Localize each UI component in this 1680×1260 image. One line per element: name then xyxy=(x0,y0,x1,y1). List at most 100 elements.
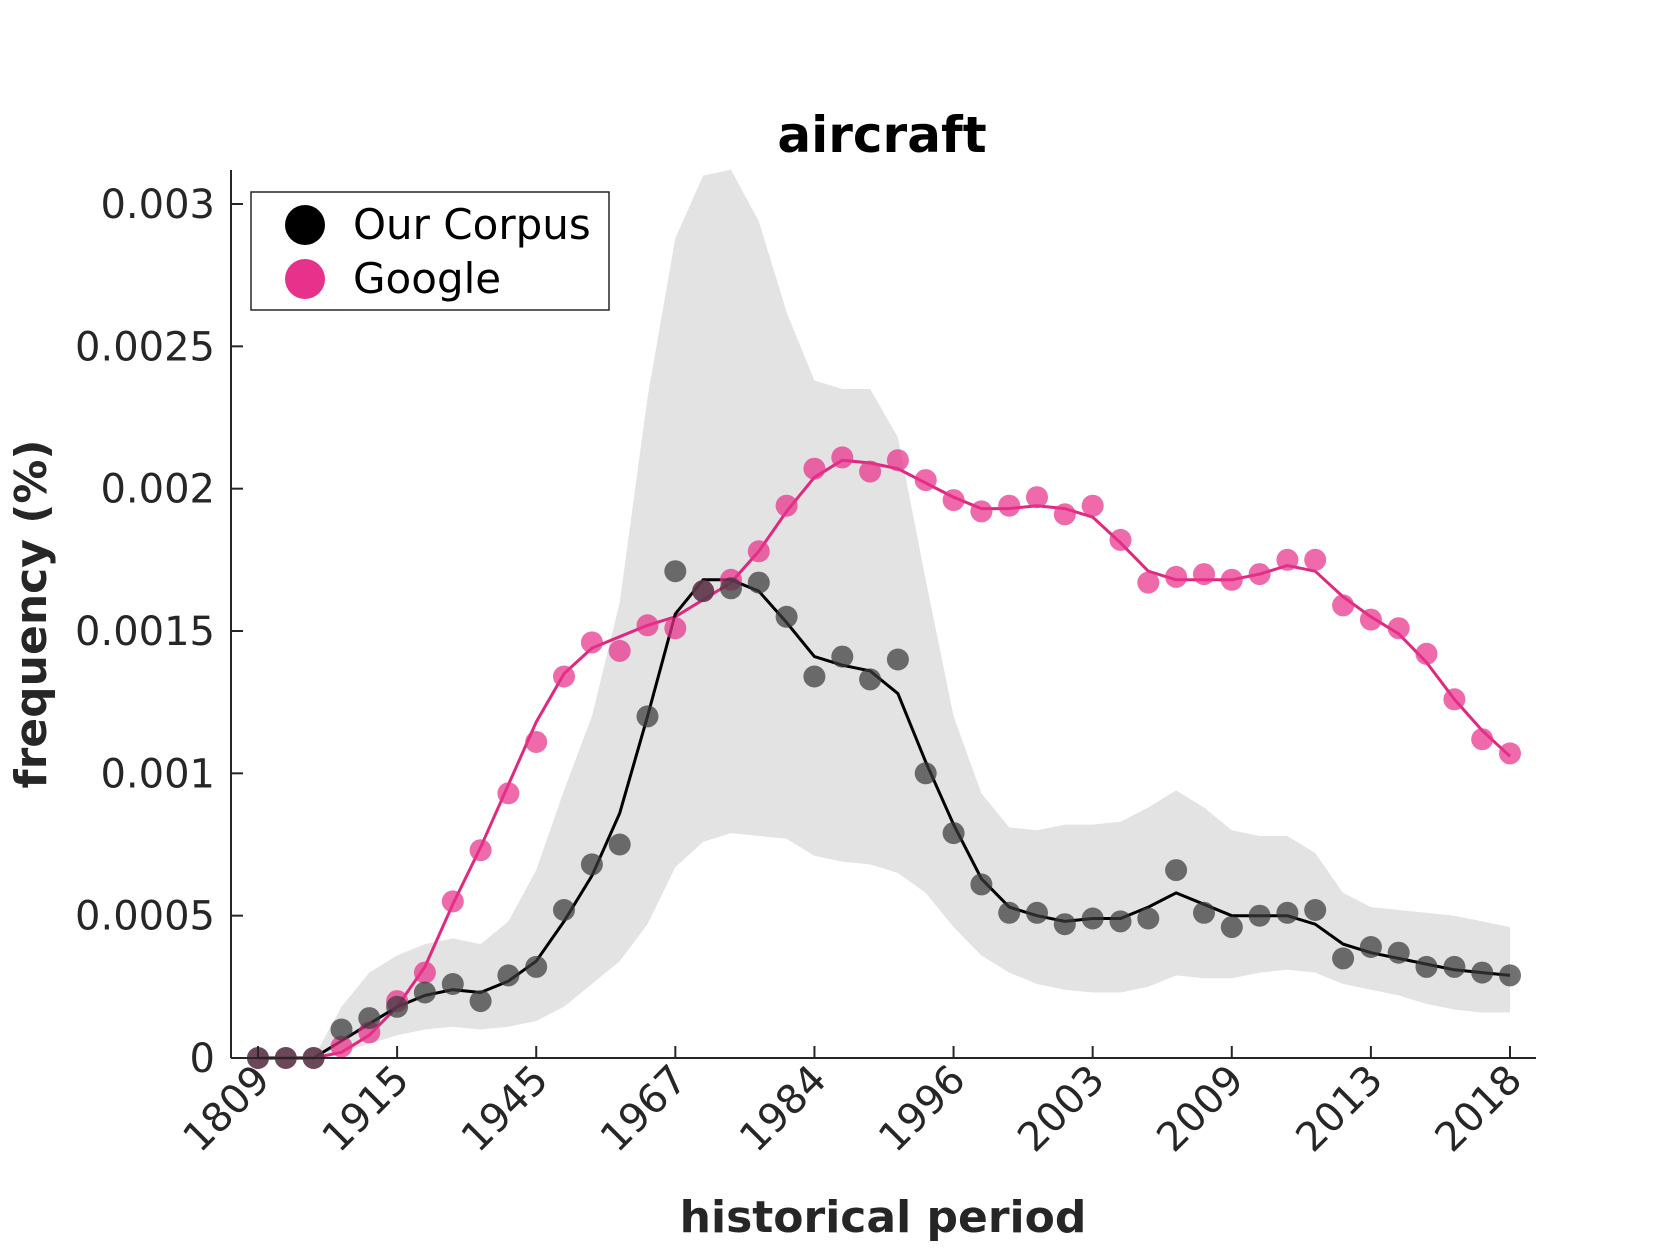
google-point-7 xyxy=(413,961,436,984)
google-point-19 xyxy=(747,540,770,563)
google-point-14 xyxy=(608,639,631,662)
corpus-point-5 xyxy=(358,1007,381,1030)
google-points xyxy=(247,446,1521,1069)
google-point-27 xyxy=(970,500,993,523)
corpus-point-7 xyxy=(413,981,436,1004)
corpus-point-26 xyxy=(942,822,965,845)
google-point-40 xyxy=(1332,594,1355,617)
google-point-42 xyxy=(1387,617,1410,640)
google-point-34 xyxy=(1165,565,1188,588)
google-point-12 xyxy=(553,665,575,688)
google-point-11 xyxy=(525,731,548,753)
google-point-31 xyxy=(1081,494,1104,517)
corpus-point-30 xyxy=(1053,913,1076,936)
corpus-point-4 xyxy=(330,1018,353,1041)
y-tick-label: 0.002 xyxy=(100,467,215,513)
y-tick-label: 0.001 xyxy=(100,751,215,797)
google-point-35 xyxy=(1193,563,1215,586)
corpus-smoothed-line xyxy=(258,578,1511,1060)
corpus-point-24 xyxy=(886,648,909,671)
google-point-24 xyxy=(886,449,909,472)
corpus-point-18 xyxy=(720,577,742,600)
x-axis-label: historical period xyxy=(680,1192,1087,1243)
corpus-points xyxy=(247,560,1521,1069)
google-point-32 xyxy=(1109,528,1132,551)
google-point-39 xyxy=(1304,548,1327,571)
corpus-point-42 xyxy=(1387,941,1410,964)
y-tick-label: 0 xyxy=(190,1036,215,1082)
corpus-point-45 xyxy=(1471,961,1494,984)
google-point-20 xyxy=(775,494,798,517)
corpus-point-29 xyxy=(1026,901,1048,924)
corpus-point-11 xyxy=(525,955,548,978)
legend-marker-google xyxy=(285,259,325,299)
google-point-9 xyxy=(469,839,492,862)
legend-label-our-corpus: Our Corpus xyxy=(353,200,591,249)
corpus-point-34 xyxy=(1165,859,1188,882)
corpus-point-14 xyxy=(608,833,631,856)
google-point-45 xyxy=(1471,728,1494,751)
google-point-44 xyxy=(1443,688,1466,711)
google-point-38 xyxy=(1276,548,1299,571)
corpus-point-8 xyxy=(441,973,464,995)
corpus-point-44 xyxy=(1443,955,1466,978)
google-point-30 xyxy=(1053,503,1076,526)
corpus-point-12 xyxy=(553,899,575,921)
corpus-point-9 xyxy=(469,990,492,1013)
y-tick-label: 0.0005 xyxy=(75,894,215,940)
corpus-point-33 xyxy=(1137,907,1160,930)
legend-label-google: Google xyxy=(353,254,501,303)
corpus-point-40 xyxy=(1332,947,1355,970)
google-point-15 xyxy=(636,614,659,637)
google-point-43 xyxy=(1415,642,1438,665)
google-point-10 xyxy=(497,782,520,805)
google-point-26 xyxy=(942,489,965,512)
corpus-point-27 xyxy=(970,873,993,896)
corpus-point-6 xyxy=(386,995,409,1018)
google-point-23 xyxy=(859,460,882,483)
corpus-point-21 xyxy=(803,665,826,688)
legend: Our Corpus Google xyxy=(250,191,610,311)
google-point-29 xyxy=(1026,486,1048,509)
google-point-16 xyxy=(664,617,687,640)
corpus-point-41 xyxy=(1359,936,1382,958)
google-point-33 xyxy=(1137,571,1160,594)
google-point-46 xyxy=(1499,742,1521,765)
corpus-point-46 xyxy=(1499,964,1521,987)
y-tick-label: 0.0015 xyxy=(75,609,215,655)
corpus-point-10 xyxy=(497,964,520,987)
corpus-point-23 xyxy=(859,668,882,691)
corpus-point-37 xyxy=(1248,904,1271,927)
google-point-22 xyxy=(831,446,854,469)
google-point-28 xyxy=(998,494,1021,517)
corpus-point-25 xyxy=(914,762,937,785)
legend-marker-our-corpus xyxy=(285,205,325,245)
corpus-point-19 xyxy=(747,571,770,594)
corpus-point-38 xyxy=(1276,901,1299,924)
google-point-4 xyxy=(330,1035,353,1058)
corpus-point-31 xyxy=(1081,907,1104,930)
google-point-36 xyxy=(1220,568,1243,591)
y-ticks: 0 0.0005 0.001 0.0015 0.002 0.0025 0.003 xyxy=(75,182,243,1082)
y-tick-label: 0.003 xyxy=(100,182,215,228)
google-point-8 xyxy=(441,890,464,913)
corpus-point-39 xyxy=(1304,899,1327,921)
corpus-point-32 xyxy=(1109,910,1132,933)
corpus-point-28 xyxy=(998,901,1021,924)
corpus-point-16 xyxy=(664,560,687,583)
corpus-point-13 xyxy=(580,853,603,876)
google-point-21 xyxy=(803,457,826,480)
corpus-point-22 xyxy=(831,645,854,668)
google-smoothed-line xyxy=(258,458,1512,1060)
corpus-point-15 xyxy=(636,705,659,728)
google-point-37 xyxy=(1248,563,1271,586)
corpus-point-17 xyxy=(692,580,715,603)
corpus-point-20 xyxy=(775,605,798,628)
corpus-point-36 xyxy=(1220,916,1243,939)
corpus-point-43 xyxy=(1415,955,1438,978)
corpus-point-35 xyxy=(1193,901,1215,924)
google-point-25 xyxy=(914,469,937,492)
plot-area xyxy=(247,169,1521,1069)
chart-title: aircraft xyxy=(777,106,986,164)
